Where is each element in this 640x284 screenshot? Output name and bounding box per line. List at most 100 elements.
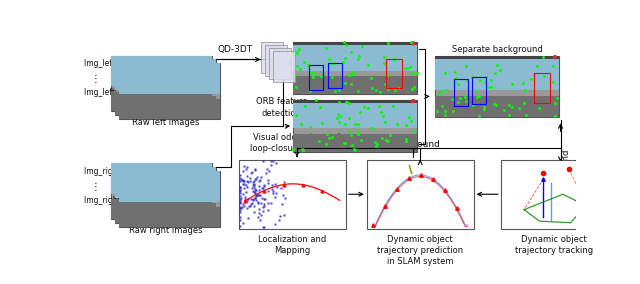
Point bbox=[345, 129, 355, 133]
Point bbox=[550, 101, 560, 105]
Point bbox=[254, 179, 264, 183]
Bar bbox=[239, 160, 346, 229]
Point bbox=[552, 96, 562, 100]
Point bbox=[261, 167, 271, 172]
Bar bbox=[293, 99, 417, 103]
Point bbox=[499, 108, 509, 112]
Point bbox=[250, 196, 260, 201]
Bar bbox=[454, 79, 468, 106]
Point bbox=[259, 225, 269, 230]
Point bbox=[246, 197, 256, 202]
Point bbox=[324, 56, 334, 61]
Point bbox=[236, 210, 246, 214]
Point bbox=[383, 139, 394, 143]
Point bbox=[271, 160, 281, 165]
Point bbox=[479, 107, 489, 112]
Bar bbox=[435, 96, 559, 117]
Point bbox=[255, 178, 265, 183]
Point bbox=[316, 74, 326, 78]
Point bbox=[440, 109, 450, 113]
Point bbox=[349, 147, 359, 151]
Point bbox=[297, 147, 307, 151]
Point bbox=[239, 164, 249, 169]
Point bbox=[288, 51, 298, 55]
Point bbox=[250, 191, 260, 196]
Point bbox=[236, 196, 246, 200]
Text: ⋮: ⋮ bbox=[91, 74, 100, 84]
Point bbox=[479, 105, 489, 109]
Point bbox=[266, 159, 276, 163]
Point bbox=[314, 105, 324, 109]
Point bbox=[307, 70, 317, 74]
Point bbox=[514, 105, 524, 110]
Point bbox=[253, 193, 263, 198]
Point bbox=[394, 86, 404, 91]
Point bbox=[539, 74, 549, 78]
Point bbox=[354, 54, 364, 59]
Point bbox=[258, 225, 268, 230]
Point bbox=[241, 190, 251, 194]
Circle shape bbox=[554, 56, 557, 59]
Point bbox=[288, 147, 298, 151]
Point bbox=[237, 205, 247, 209]
Point bbox=[410, 84, 420, 89]
Point bbox=[406, 86, 417, 91]
Point bbox=[270, 195, 280, 199]
Text: Img_right n: Img_right n bbox=[84, 167, 128, 176]
Point bbox=[236, 188, 246, 193]
Point bbox=[276, 202, 287, 206]
Point bbox=[548, 79, 558, 84]
Point bbox=[236, 185, 246, 190]
Point bbox=[237, 177, 247, 182]
Point bbox=[274, 218, 284, 222]
Text: Raw right images: Raw right images bbox=[129, 226, 203, 235]
Point bbox=[310, 98, 321, 102]
Point bbox=[437, 104, 447, 108]
Point bbox=[434, 91, 444, 95]
Point bbox=[244, 175, 255, 180]
Point bbox=[305, 89, 315, 93]
Point bbox=[250, 167, 260, 172]
Point bbox=[248, 179, 259, 183]
Point bbox=[333, 112, 344, 116]
Text: Img_left 1: Img_left 1 bbox=[84, 88, 122, 97]
Point bbox=[236, 189, 246, 194]
Point bbox=[239, 204, 249, 208]
Point bbox=[353, 132, 364, 136]
Point bbox=[254, 188, 264, 192]
Point bbox=[388, 104, 398, 109]
Point bbox=[255, 193, 265, 198]
Point bbox=[468, 103, 478, 108]
Point bbox=[275, 186, 285, 191]
Point bbox=[383, 73, 393, 78]
Point bbox=[250, 177, 260, 181]
Point bbox=[264, 169, 275, 174]
Bar bbox=[119, 207, 220, 227]
Point bbox=[339, 141, 349, 145]
Point bbox=[305, 125, 315, 129]
Bar bbox=[386, 59, 402, 88]
Text: Foreground: Foreground bbox=[561, 149, 570, 197]
Text: Localization and
Mapping: Localization and Mapping bbox=[258, 235, 326, 255]
Point bbox=[488, 102, 499, 106]
Point bbox=[441, 87, 451, 92]
Point bbox=[379, 60, 389, 65]
Point bbox=[376, 109, 386, 114]
Point bbox=[327, 135, 337, 139]
Point bbox=[243, 216, 253, 220]
Point bbox=[321, 142, 332, 146]
Point bbox=[339, 140, 349, 145]
Point bbox=[409, 128, 419, 133]
Point bbox=[405, 65, 415, 69]
Point bbox=[249, 182, 259, 187]
Bar bbox=[115, 59, 216, 90]
Point bbox=[279, 180, 289, 185]
Point bbox=[451, 76, 461, 81]
Point bbox=[249, 183, 259, 187]
Bar bbox=[273, 51, 294, 82]
Point bbox=[362, 106, 372, 110]
Point bbox=[377, 135, 387, 140]
Point bbox=[259, 197, 269, 201]
Point bbox=[239, 196, 250, 201]
Point bbox=[520, 113, 531, 118]
